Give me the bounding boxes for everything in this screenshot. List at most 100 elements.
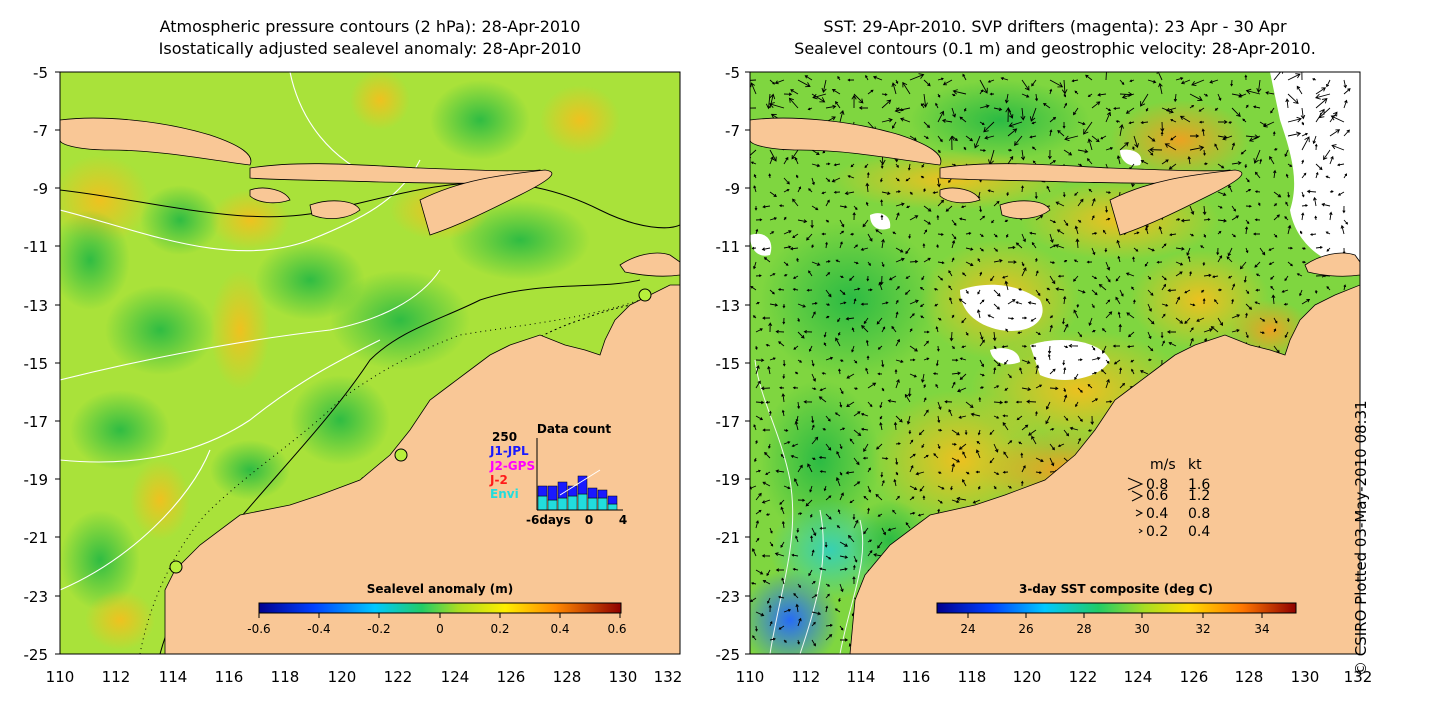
velocity-arrow [959, 357, 967, 361]
velocity-arrow [987, 79, 995, 83]
velocity-arrow [918, 429, 925, 436]
velocity-arrow [1175, 271, 1183, 277]
velocity-arrow [825, 593, 830, 599]
velocity-arrow [775, 568, 785, 572]
velocity-arrow [797, 464, 803, 473]
velocity-arrow [923, 357, 930, 361]
velocity-arrow [895, 79, 899, 85]
velocity-arrow [1113, 106, 1121, 110]
velocity-arrow [895, 163, 899, 168]
velocity-arrow [1062, 295, 1067, 305]
velocity-arrow [963, 107, 967, 112]
velocity-arrow [979, 205, 983, 213]
velocity-arrow [1315, 98, 1328, 109]
sealevel-contours [754, 359, 864, 654]
velocity-arrow [1231, 205, 1236, 212]
velocity-arrow [1087, 93, 1093, 97]
velocity-arrow [782, 373, 786, 379]
velocity-arrow [922, 495, 926, 501]
velocity-arrow [1175, 261, 1184, 266]
velocity-arrow [964, 429, 968, 436]
velocity-arrow [1049, 443, 1055, 451]
velocity-arrow [1046, 287, 1051, 291]
velocity-arrow [834, 608, 841, 613]
velocity-arrow [767, 597, 771, 604]
velocity-legend: m/s kt 0.8 1.6 0.6 1.2 0.4 0.8 0.2 0.4 [1127, 457, 1210, 540]
velocity-arrow [979, 359, 985, 368]
velocity-arrow [1055, 287, 1065, 291]
left-xtick: 110 [46, 668, 75, 686]
velocity-arrow [1128, 121, 1135, 125]
velocity-arrow [1117, 311, 1121, 319]
velocity-arrow [1119, 142, 1129, 151]
velocity-arrow [1160, 131, 1164, 137]
velocity-arrow [837, 331, 841, 336]
velocity-arrow [755, 365, 760, 375]
velocity-arrow [864, 163, 869, 169]
velocity-arrow [761, 554, 771, 558]
velocity-arrow [1063, 102, 1068, 109]
velocity-arrow [819, 470, 827, 473]
velocity-arrow [1035, 411, 1038, 417]
left-xtick: 112 [102, 668, 131, 686]
velocity-arrow [951, 135, 958, 142]
velocity-arrow [1253, 232, 1261, 236]
right-title-line2: Sealevel contours (0.1 m) and geostrophi… [794, 39, 1316, 58]
velocity-arrow [1016, 415, 1023, 421]
velocity-arrow [1214, 143, 1219, 151]
velocity-arrow [819, 567, 827, 571]
velocity-arrow [755, 625, 758, 632]
velocity-arrow [872, 75, 883, 81]
velocity-arrow [950, 485, 953, 491]
left-colorbar-label: Sealevel anomaly (m) [367, 582, 513, 596]
velocity-arrow [1170, 135, 1177, 141]
velocity-arrow [788, 97, 799, 109]
velocity-arrow [1326, 247, 1331, 252]
right-ytick: -9 [725, 180, 740, 198]
velocity-arrow [846, 401, 855, 407]
velocity-arrow [919, 303, 925, 308]
velocity-arrow [1102, 229, 1107, 235]
velocity-arrow [1245, 312, 1248, 319]
geostrophic-velocity-arrows [750, 72, 1351, 647]
velocity-arrow [823, 342, 827, 347]
velocity-arrow [853, 298, 857, 305]
velocity-arrow [790, 89, 799, 95]
velocity-arrow [935, 326, 939, 333]
inset-ymax-label: 250 [492, 430, 517, 444]
velocity-arrow [777, 288, 785, 291]
velocity-arrow [1189, 271, 1192, 277]
velocity-arrow [793, 478, 799, 487]
right-ytick: -19 [716, 471, 741, 489]
left-x-axis: 110 112 114 116 118 120 122 124 126 128 … [46, 668, 683, 686]
velocity-arrow [755, 274, 762, 278]
velocity-arrow [1239, 261, 1247, 270]
velocity-arrow [1287, 116, 1302, 123]
velocity-arrow [1203, 93, 1209, 97]
velocity-arrow [1105, 311, 1113, 319]
velocity-arrow [1063, 366, 1067, 375]
velocity-arrow [761, 247, 771, 251]
velocity-arrow [797, 331, 805, 339]
left-xtick: 118 [271, 668, 300, 686]
velocity-arrow [1156, 260, 1163, 264]
velocity-arrow [936, 244, 940, 249]
velocity-arrow [867, 401, 873, 408]
velocity-arrow [881, 118, 893, 123]
left-colorbar-tick: 0.6 [607, 622, 626, 636]
velocity-arrow [909, 373, 917, 378]
velocity-arrow [1063, 323, 1069, 333]
velocity-arrow [1035, 93, 1039, 102]
velocity-arrow [1245, 289, 1250, 295]
velocity-arrow [1113, 359, 1121, 365]
velocity-arrow [908, 429, 912, 435]
velocity-legend-kt: 0.4 [1188, 524, 1210, 540]
velocity-arrow [881, 93, 888, 96]
velocity-arrow [937, 499, 943, 504]
velocity-arrow [853, 411, 861, 417]
inset-legend-j1: J1-JPL [489, 444, 529, 458]
velocity-arrow [1230, 79, 1234, 87]
velocity-arrow [1091, 329, 1096, 333]
velocity-arrow [876, 317, 883, 325]
velocity-arrow [1105, 107, 1112, 111]
